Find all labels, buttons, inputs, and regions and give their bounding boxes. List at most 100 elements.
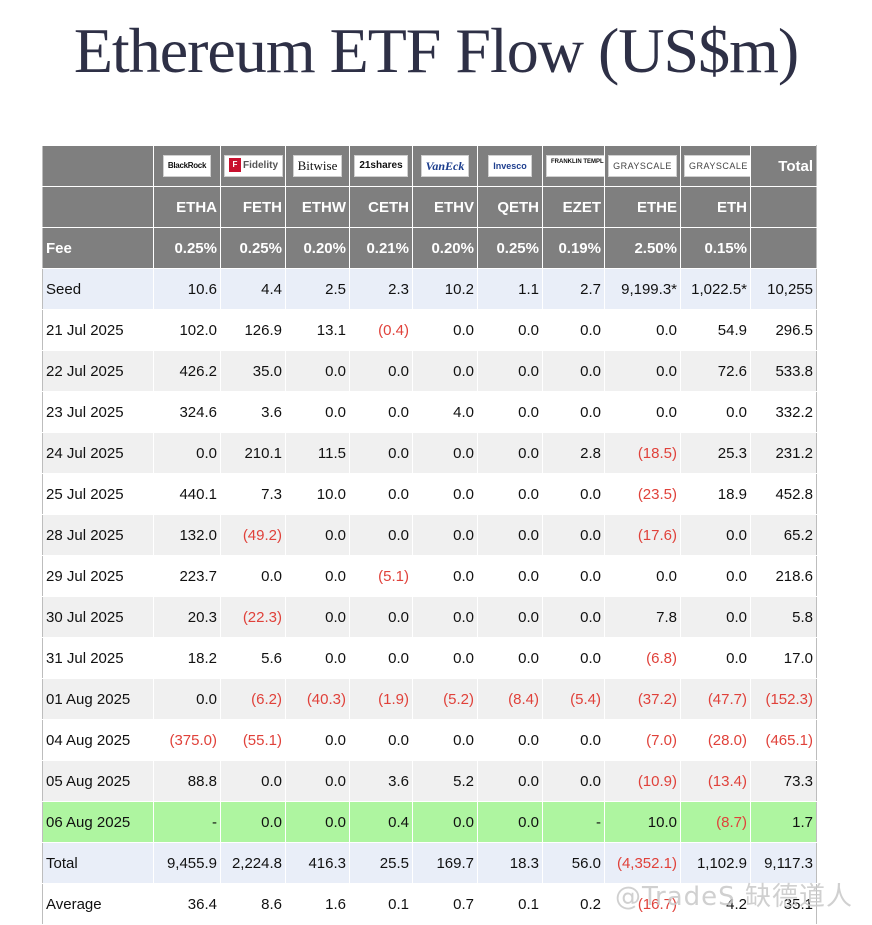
value-cell: 18.9: [680, 473, 751, 515]
fee-cell: 0.25%: [220, 227, 286, 269]
table-row: 01 Aug 2025 0.0 (6.2) (40.3) (1.9) (5.2) (8.4)…: [42, 678, 817, 720]
value-cell: (7.0): [604, 719, 681, 761]
value-cell: 0.0: [285, 350, 350, 392]
seed-row: Seed 10.6 4.4 2.5 2.3 10.2 1.1 2.7 9,199.3* 1,022…: [42, 268, 817, 310]
ticker-header: CETH: [349, 186, 413, 228]
value-cell: 72.6: [680, 350, 751, 392]
value-cell: 231.2: [750, 432, 817, 474]
fee-cell: 0.25%: [153, 227, 221, 269]
value-cell: 132.0: [153, 514, 221, 556]
row-label: Seed: [42, 268, 154, 310]
row-label: 31 Jul 2025: [42, 637, 154, 679]
value-cell: 0.0: [542, 555, 605, 597]
franklin-templeton-logo: FRANKLIN TEMPLETON: [546, 155, 604, 177]
value-cell: (5.1): [349, 555, 413, 597]
row-label: 06 Aug 2025: [42, 801, 154, 843]
value-cell: 4.0: [412, 391, 478, 433]
table-row: 24 Jul 2025 0.0 210.1 11.5 0.0 0.0 0.0 2.8 (18.5…: [42, 432, 817, 474]
fee-cell: 0.15%: [680, 227, 751, 269]
value-cell: 54.9: [680, 309, 751, 351]
value-cell: -: [153, 801, 221, 843]
value-cell: (40.3): [285, 678, 350, 720]
value-cell: 0.0: [542, 719, 605, 761]
value-cell: 0.0: [349, 473, 413, 515]
value-cell: 0.0: [477, 555, 543, 597]
value-cell: 0.0: [285, 514, 350, 556]
value-cell: 0.0: [349, 391, 413, 433]
empty-header: [750, 186, 817, 228]
value-cell: 0.0: [412, 596, 478, 638]
value-cell: 0.0: [412, 432, 478, 474]
value-cell: 0.0: [680, 637, 751, 679]
fee-cell: 0.19%: [542, 227, 605, 269]
value-cell: 5.8: [750, 596, 817, 638]
value-cell: 2.3: [349, 268, 413, 310]
value-cell: 8.6: [220, 883, 286, 925]
value-cell: 0.0: [412, 637, 478, 679]
value-cell: 3.6: [349, 760, 413, 802]
value-cell: 0.0: [412, 801, 478, 843]
value-cell: 7.3: [220, 473, 286, 515]
value-cell: 223.7: [153, 555, 221, 597]
value-cell: (22.3): [220, 596, 286, 638]
table-row: 05 Aug 2025 88.8 0.0 0.0 3.6 5.2 0.0 0.0 (10.9)(…: [42, 760, 817, 802]
value-cell: 126.9: [220, 309, 286, 351]
value-cell: 65.2: [750, 514, 817, 556]
row-label: Average: [42, 883, 154, 925]
row-label: 01 Aug 2025: [42, 678, 154, 720]
value-cell: 0.7: [412, 883, 478, 925]
table-row: 29 Jul 2025 223.7 0.0 0.0 (5.1) 0.0 0.0 0.0 0.0 0…: [42, 555, 817, 597]
value-cell: 0.0: [477, 719, 543, 761]
value-cell: 0.0: [604, 555, 681, 597]
value-cell: (17.6): [604, 514, 681, 556]
row-label: 25 Jul 2025: [42, 473, 154, 515]
value-cell: 1,022.5*: [680, 268, 751, 310]
value-cell: 7.8: [604, 596, 681, 638]
corner-cell: [42, 145, 154, 187]
grayscale-logo: GRAYSCALE: [608, 155, 677, 177]
value-cell: 0.0: [542, 760, 605, 802]
value-cell: 73.3: [750, 760, 817, 802]
value-cell: 0.0: [412, 719, 478, 761]
logo-header-row: BlackRock F Fidelity Bitwise 21shares Van…: [42, 145, 817, 187]
value-cell: (0.4): [349, 309, 413, 351]
average-row: Average 36.4 8.6 1.6 0.1 0.7 0.1 0.2 (16.7) 4.2 35…: [42, 883, 817, 925]
fee-cell: 0.25%: [477, 227, 543, 269]
ticker-header: ETH: [680, 186, 751, 228]
value-cell: (8.4): [477, 678, 543, 720]
value-cell: 10.2: [412, 268, 478, 310]
value-cell: 1,102.9: [680, 842, 751, 884]
fee-cell: 0.20%: [412, 227, 478, 269]
value-cell: 0.0: [542, 350, 605, 392]
value-cell: 1.1: [477, 268, 543, 310]
invesco-logo: Invesco: [488, 155, 532, 177]
ticker-header: ETHV: [412, 186, 478, 228]
value-cell: 0.1: [349, 883, 413, 925]
value-cell: 416.3: [285, 842, 350, 884]
table-row: 06 Aug 2025-0.0 0.0 0.4 0.0 0.0-10.0 (8.7) 1.7: [42, 801, 817, 843]
value-cell: (8.7): [680, 801, 751, 843]
value-cell: (6.8): [604, 637, 681, 679]
value-cell: 0.0: [542, 514, 605, 556]
value-cell: 0.0: [477, 350, 543, 392]
blackrock-logo: BlackRock: [162, 155, 212, 177]
value-cell: 0.0: [349, 350, 413, 392]
table-row: 04 Aug 2025 (375.0) (55.1) 0.0 0.0 0.0 0.0 0.0(…: [42, 719, 817, 761]
value-cell: (18.5): [604, 432, 681, 474]
value-cell: (47.7): [680, 678, 751, 720]
value-cell: 0.0: [349, 637, 413, 679]
total-row: Total 9,455.9 2,224.8 416.3 25.5 169.7 18.3 56.…: [42, 842, 817, 884]
value-cell: 0.0: [412, 555, 478, 597]
value-cell: 0.0: [349, 514, 413, 556]
value-cell: 35.1: [750, 883, 817, 925]
value-cell: 11.5: [285, 432, 350, 474]
value-cell: 452.8: [750, 473, 817, 515]
value-cell: 440.1: [153, 473, 221, 515]
value-cell: 0.0: [542, 596, 605, 638]
watermark: @TradeS 缺德道人: [615, 882, 853, 912]
value-cell: 0.0: [680, 391, 751, 433]
value-cell: 0.1: [477, 883, 543, 925]
value-cell: 0.0: [477, 801, 543, 843]
table-row: 21 Jul 2025 102.0 126.9 13.1 (0.4) 0.0 0.0 0.0 0…: [42, 309, 817, 351]
value-cell: 5.2: [412, 760, 478, 802]
